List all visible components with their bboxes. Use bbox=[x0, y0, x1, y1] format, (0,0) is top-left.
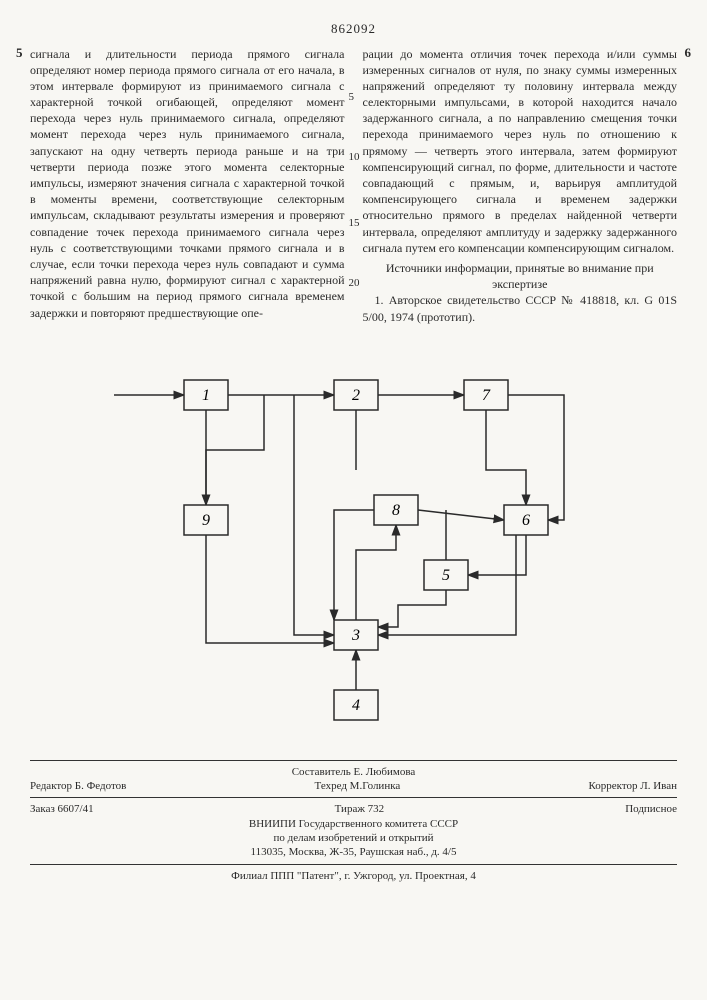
references-heading: Источники информации, принятые во вниман… bbox=[363, 260, 678, 292]
left-column: 5 сигнала и длительности периода прямого… bbox=[30, 46, 345, 325]
text-columns: 5 сигнала и длительности периода прямого… bbox=[30, 46, 677, 325]
footer-tirage: Тираж 732 bbox=[335, 802, 385, 816]
svg-text:3: 3 bbox=[351, 627, 360, 644]
footer-org1: ВНИИПИ Государственного комитета СССР bbox=[30, 817, 677, 831]
svg-text:7: 7 bbox=[482, 387, 491, 404]
svg-text:8: 8 bbox=[392, 502, 400, 519]
footer: Составитель Е. Любимова Редактор Б. Федо… bbox=[30, 760, 677, 883]
footer-branch: Филиал ППП "Патент", г. Ужгород, ул. Про… bbox=[30, 869, 677, 883]
col-num-right: 6 bbox=[685, 44, 692, 62]
svg-text:9: 9 bbox=[202, 512, 210, 529]
footer-org2: по делам изобретений и открытий bbox=[30, 831, 677, 845]
svg-text:4: 4 bbox=[352, 697, 360, 714]
right-column-text: рации до момента отличия точек перехода … bbox=[363, 47, 678, 255]
line-num-15: 15 bbox=[349, 216, 360, 231]
footer-order: Заказ 6607/41 bbox=[30, 802, 94, 816]
left-column-text: сигнала и длительности периода прямого с… bbox=[30, 47, 345, 320]
footer-corrector: Корректор Л. Иван bbox=[588, 779, 677, 793]
line-num-20: 20 bbox=[349, 276, 360, 291]
footer-editor: Редактор Б. Федотов bbox=[30, 779, 126, 793]
document-number: 862092 bbox=[30, 20, 677, 38]
svg-text:1: 1 bbox=[202, 387, 210, 404]
right-column: 6 5 10 15 20 рации до момента отличия то… bbox=[363, 46, 678, 325]
col-num-left: 5 bbox=[16, 44, 23, 62]
footer-compiler: Составитель Е. Любимова bbox=[30, 765, 677, 779]
footer-tehred: Техред М.Голинка bbox=[315, 779, 401, 793]
footer-signed: Подписное bbox=[625, 802, 677, 816]
line-num-5: 5 bbox=[349, 90, 355, 105]
footer-addr1: 113035, Москва, Ж-35, Раушская наб., д. … bbox=[30, 845, 677, 859]
svg-text:6: 6 bbox=[522, 512, 530, 529]
svg-text:5: 5 bbox=[442, 567, 450, 584]
svg-text:2: 2 bbox=[352, 387, 360, 404]
line-num-10: 10 bbox=[349, 150, 360, 165]
references-text: 1. Авторское свидетельство СССР № 418818… bbox=[363, 292, 678, 324]
block-diagram: 1 2 7 9 8 6 5 3 4 bbox=[74, 340, 634, 740]
